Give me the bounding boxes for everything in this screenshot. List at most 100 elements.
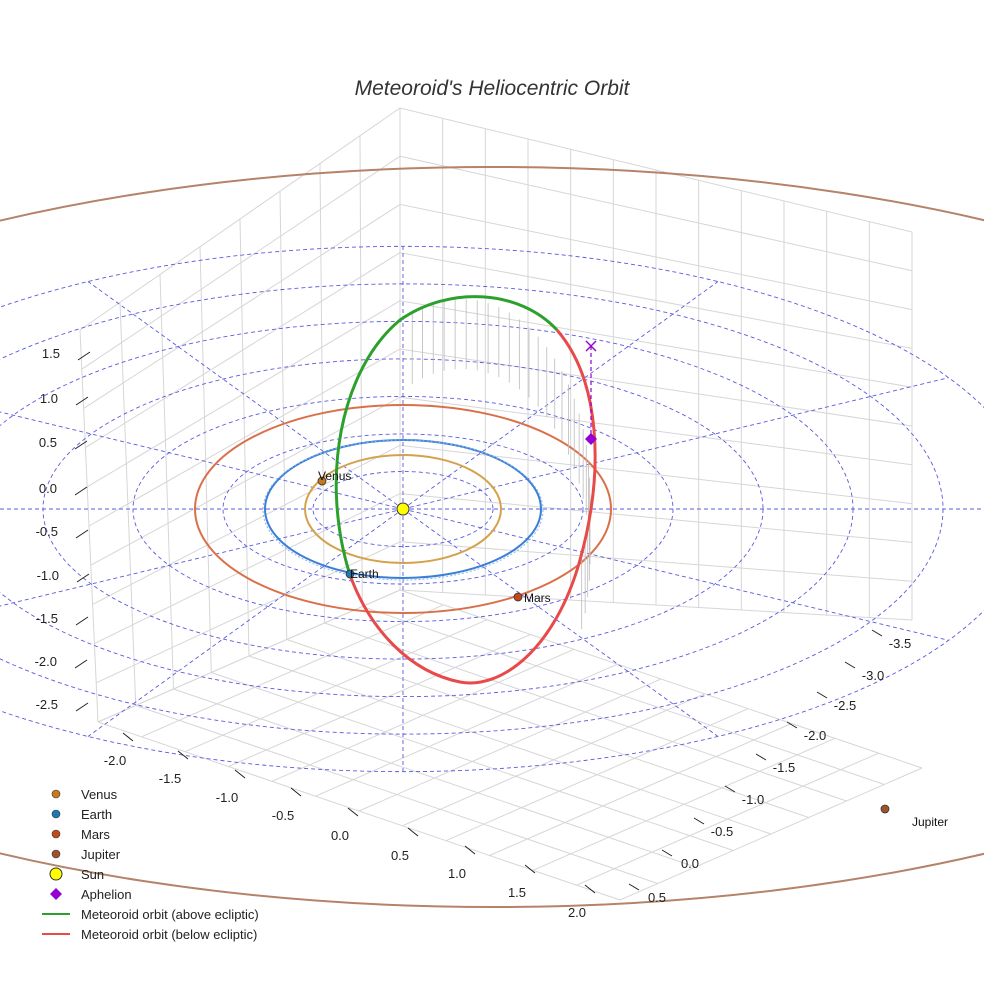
legend-label: Meteoroid orbit (below ecliptic) bbox=[81, 927, 257, 942]
grid-line bbox=[184, 619, 488, 753]
earth-label: Earth bbox=[350, 567, 379, 581]
y-tick-label: -2.5 bbox=[834, 698, 856, 713]
x-tick-label: -1.5 bbox=[159, 771, 181, 786]
sun-marker bbox=[396, 502, 410, 516]
legend-label: Meteoroid orbit (above ecliptic) bbox=[81, 907, 259, 922]
z-tick-mark bbox=[74, 440, 88, 450]
y-tick-mark bbox=[628, 883, 640, 891]
mars-marker bbox=[513, 592, 523, 602]
ecliptic-radial bbox=[402, 508, 949, 641]
earth-marker bbox=[345, 569, 355, 579]
mars-label: Mars bbox=[524, 591, 551, 605]
ecliptic-radial bbox=[87, 281, 404, 510]
mars-orbit bbox=[194, 404, 612, 614]
ecliptic-circle bbox=[312, 471, 494, 547]
aphelion-projection-x bbox=[585, 340, 597, 352]
z-tick-label: 0.0 bbox=[39, 481, 57, 496]
grid-line bbox=[315, 663, 618, 797]
legend-item: Jupiter bbox=[51, 847, 121, 862]
x-tick-mark bbox=[524, 864, 536, 874]
z-tick-mark bbox=[75, 529, 89, 539]
grid-line bbox=[576, 752, 879, 886]
z-tick-label: 0.5 bbox=[39, 435, 57, 450]
x-tick-label: 1.5 bbox=[508, 885, 526, 900]
grid-line bbox=[94, 493, 913, 645]
legend-item: Meteoroid orbit (above ecliptic) bbox=[42, 907, 259, 922]
y-tick-label: -3.0 bbox=[862, 668, 884, 683]
y-tick-label: -2.0 bbox=[804, 728, 826, 743]
legend: Venus Earth Mars Jupiter Sun Aphelion Meteoroi… bbox=[42, 787, 259, 942]
x-tick-label: 0.5 bbox=[391, 848, 409, 863]
venus-orbit bbox=[304, 454, 502, 564]
y-tick-mark bbox=[755, 753, 767, 761]
z-tick-label: -1.0 bbox=[37, 568, 59, 583]
legend-swatch bbox=[51, 789, 61, 799]
legend-swatch bbox=[49, 867, 63, 881]
legend-item: Mars bbox=[51, 827, 110, 842]
legend-item: Earth bbox=[51, 807, 112, 822]
x-tick-mark bbox=[584, 884, 596, 894]
z-tick-mark bbox=[74, 486, 88, 496]
y-tick-mark bbox=[871, 629, 883, 637]
ecliptic-radial bbox=[402, 508, 719, 737]
legend-item: Venus bbox=[51, 787, 118, 802]
legend-label: Mars bbox=[81, 827, 110, 842]
legend-label: Venus bbox=[81, 787, 118, 802]
grid-line bbox=[271, 648, 575, 782]
x-tick-label: 2.0 bbox=[568, 905, 586, 920]
x-tick-mark bbox=[290, 787, 302, 797]
legend-label: Jupiter bbox=[81, 847, 121, 862]
x-tick-label: 1.0 bbox=[448, 866, 466, 881]
x-tick-mark bbox=[464, 845, 476, 855]
z-tick-label: -0.5 bbox=[36, 524, 58, 539]
legend-label: Aphelion bbox=[81, 887, 132, 902]
legend-item: Sun bbox=[49, 867, 104, 882]
y-tick-label: 0.5 bbox=[648, 890, 666, 905]
legend-swatch bbox=[51, 809, 61, 819]
aphelion-marker bbox=[585, 433, 597, 445]
grid-line bbox=[90, 396, 913, 566]
venus-marker bbox=[317, 476, 327, 486]
legend-label: Earth bbox=[81, 807, 112, 822]
z-tick-label: -2.0 bbox=[35, 654, 57, 669]
z-tick-label: -1.5 bbox=[36, 611, 58, 626]
y-tick-mark bbox=[816, 691, 828, 699]
grid-line bbox=[445, 708, 749, 842]
axis-grid-boxes bbox=[79, 107, 923, 901]
x-tick-mark bbox=[122, 732, 134, 742]
legend-item: Aphelion bbox=[50, 887, 132, 902]
grid-line bbox=[619, 767, 923, 901]
grid-line bbox=[86, 300, 913, 488]
planet-markers: Venus Earth Mars Jupiter bbox=[317, 340, 948, 829]
jupiter-orbit bbox=[0, 166, 984, 908]
grid-line bbox=[532, 737, 836, 871]
ecliptic-radial bbox=[402, 377, 949, 510]
y-tick-mark bbox=[844, 661, 856, 669]
y-tick-mark bbox=[786, 721, 798, 729]
x-tick-mark bbox=[347, 807, 359, 817]
y-tick-mark bbox=[661, 849, 673, 857]
y-tick-label: -1.0 bbox=[742, 792, 764, 807]
legend-label: Sun bbox=[81, 867, 104, 882]
legend-swatch bbox=[50, 888, 62, 900]
x-tick-label: -1.0 bbox=[216, 790, 238, 805]
x-tick-label: -2.0 bbox=[104, 753, 126, 768]
y-tick-label: -3.5 bbox=[889, 636, 911, 651]
meteoroid-orbit bbox=[334, 295, 597, 685]
y-tick-mark bbox=[693, 817, 705, 825]
ecliptic-circle bbox=[222, 433, 584, 585]
grid-line bbox=[489, 723, 792, 856]
ecliptic-grid bbox=[0, 245, 984, 773]
z-tick-label: 1.5 bbox=[42, 346, 60, 361]
chart-title: Meteoroid's Heliocentric Orbit bbox=[355, 77, 631, 100]
grid-line bbox=[228, 634, 531, 767]
z-tick-mark bbox=[75, 616, 89, 626]
z-tick-mark bbox=[75, 396, 89, 406]
z-tick-mark bbox=[77, 351, 91, 361]
z-tick-mark bbox=[74, 659, 88, 669]
grid-line bbox=[81, 155, 913, 370]
jupiter-label: Jupiter bbox=[912, 815, 948, 829]
y-tick-label: -0.5 bbox=[711, 824, 733, 839]
x-tick-mark bbox=[234, 769, 246, 779]
